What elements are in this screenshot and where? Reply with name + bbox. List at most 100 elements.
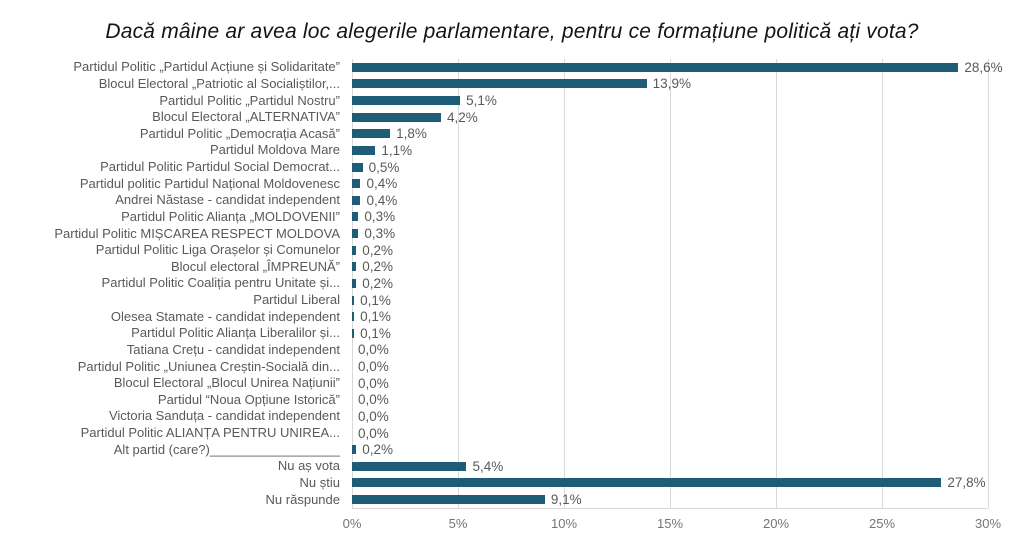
- bar: [352, 295, 355, 305]
- value-label: 0,0%: [358, 408, 389, 424]
- category-label: Partidul Politic „Partidul Nostru”: [159, 92, 340, 108]
- chart-row: Olesea Stamate - candidat independent 0,1…: [0, 308, 1024, 325]
- category-label: Partidul Politic Liga Orașelor și Comune…: [95, 242, 340, 258]
- value-label: 13,9%: [652, 76, 691, 92]
- chart-row: Alt partid (care?)__________________ 0,2%: [0, 441, 1024, 458]
- x-axis-tick-label: 10%: [550, 515, 578, 531]
- category-label: Partidul Politic „Partidul Acțiune și So…: [73, 59, 340, 75]
- chart-row: Partidul Liberal 0,1%: [0, 292, 1024, 309]
- category-label: Blocul Electoral „Patriotic al Socialișt…: [98, 75, 340, 91]
- chart-row: Partidul “Noua Opțiune Istorică” 0,0%: [0, 392, 1024, 409]
- value-label: 0,2%: [362, 442, 394, 458]
- value-label: 1,1%: [381, 142, 413, 158]
- value-label: 0,4%: [366, 192, 398, 208]
- bar: [352, 312, 355, 322]
- bar: [352, 262, 357, 272]
- gridline: [458, 59, 459, 508]
- bar-track: 0,3%: [352, 225, 988, 242]
- bar: [352, 229, 359, 239]
- value-label: 0,0%: [358, 425, 389, 441]
- bar-track: 0,1%: [352, 308, 988, 325]
- gridline: [776, 59, 777, 508]
- chart-row: Andrei Năstase - candidat independent 0,4…: [0, 192, 1024, 209]
- value-label: 1,8%: [396, 126, 427, 142]
- value-label: 0,3%: [364, 226, 396, 242]
- bar-track: 0,2%: [352, 275, 988, 292]
- value-label: 0,1%: [360, 292, 391, 308]
- value-label: 0,0%: [358, 392, 389, 408]
- value-label: 27,8%: [947, 475, 986, 491]
- bar-track: 0,2%: [352, 259, 988, 276]
- bar-track: 0,0%: [352, 408, 988, 425]
- chart-row: Nu știu 27,8%: [0, 475, 1024, 492]
- value-label: 4,2%: [447, 109, 478, 125]
- gridline: [882, 59, 883, 508]
- chart-row: Partidul Politic „Partidul Acțiune și So…: [0, 59, 1024, 76]
- category-label: Blocul Electoral „ALTERNATIVA”: [152, 109, 340, 125]
- category-label: Andrei Năstase - candidat independent: [115, 192, 340, 208]
- bar-track: 13,9%: [352, 76, 988, 93]
- bar-track: 28,6%: [352, 59, 1003, 76]
- category-label: Partidul Politic ALIANȚA PENTRU UNIREA..…: [80, 425, 340, 441]
- bar: [352, 129, 391, 139]
- bar-track: 0,1%: [352, 325, 988, 342]
- category-label: Nu aș vota: [277, 458, 340, 474]
- bar: [352, 495, 545, 505]
- chart-body: Partidul Politic „Partidul Acțiune și So…: [0, 59, 1024, 539]
- category-label: Tatiana Crețu - candidat independent: [126, 341, 340, 357]
- value-label: 9,1%: [550, 492, 582, 508]
- bar-track: 0,1%: [352, 292, 988, 309]
- bar-track: 1,8%: [352, 126, 988, 143]
- value-label: 0,1%: [360, 309, 391, 325]
- x-axis-tick-label: 5%: [448, 515, 468, 531]
- bar: [352, 112, 442, 122]
- category-label: Partidul Liberal: [253, 292, 340, 308]
- chart-row: Partidul Politic „Democrația Acasă” 1,8%: [0, 126, 1024, 143]
- category-label: Partidul Politic Alianța „MOLDOVENII”: [121, 208, 340, 224]
- category-label: Nu știu: [299, 474, 340, 490]
- category-label: Partidul Moldova Mare: [209, 142, 340, 158]
- bar: [352, 195, 361, 205]
- bar: [352, 96, 461, 106]
- chart-row: Blocul Electoral „Blocul Unirea Națiunii…: [0, 375, 1024, 392]
- chart-row: Partidul Politic Alianța „MOLDOVENII” 0,3…: [0, 209, 1024, 226]
- chart-row: Blocul Electoral „ALTERNATIVA” 4,2%: [0, 109, 1024, 126]
- category-label: Blocul Electoral „Blocul Unirea Națiunii…: [113, 375, 340, 391]
- value-label: 0,2%: [362, 275, 394, 291]
- bar: [352, 328, 355, 338]
- category-label: Partidul Politic Coaliția pentru Unitate…: [101, 275, 340, 291]
- gridline: [988, 59, 989, 508]
- category-label: Partidul Politic „Uniunea Creștin-Social…: [77, 358, 340, 374]
- bar: [352, 478, 942, 488]
- chart-row: Nu aș vota 5,4%: [0, 458, 1024, 475]
- category-label: Partidul Politic Partidul Social Democra…: [100, 159, 340, 175]
- bar: [352, 278, 357, 288]
- chart-row: Nu răspunde 9,1%: [0, 491, 1024, 508]
- category-label: Blocul electoral „ÎMPREUNĂ”: [170, 258, 340, 274]
- bar-track: 5,4%: [352, 458, 988, 475]
- bar-track: 0,0%: [352, 425, 988, 442]
- chart-title: Dacă mâine ar avea loc alegerile parlame…: [105, 20, 919, 43]
- bar: [352, 212, 359, 222]
- bar-track: 0,0%: [352, 375, 988, 392]
- bar-track: 9,1%: [352, 491, 988, 508]
- value-label: 0,0%: [358, 375, 389, 391]
- bar: [352, 445, 357, 455]
- x-axis: 0% 5% 10% 15% 20% 25% 30%: [343, 507, 1001, 539]
- value-label: 5,4%: [472, 458, 504, 474]
- value-label: 0,2%: [362, 242, 394, 258]
- value-label: 0,2%: [362, 259, 394, 275]
- bar-track: 0,2%: [352, 242, 988, 259]
- category-label: Nu răspunde: [265, 491, 340, 507]
- bar-track: 0,0%: [352, 392, 988, 409]
- chart-row: Partidul Politic Liga Orașelor și Comune…: [0, 242, 1024, 259]
- bar-track: 0,3%: [352, 209, 988, 226]
- chart-row: Partidul Politic „Uniunea Creștin-Social…: [0, 358, 1024, 375]
- chart-row: Partidul Politic ALIANȚA PENTRU UNIREA..…: [0, 425, 1024, 442]
- category-label: Partidul Politic MIȘCAREA RESPECT MOLDOV…: [54, 225, 340, 241]
- x-axis-tick-label: 0%: [342, 515, 362, 531]
- chart-row: Partidul Politic Coaliția pentru Unitate…: [0, 275, 1024, 292]
- category-label: Victoria Sanduța - candidat independent: [108, 408, 340, 424]
- category-label: Partidul Politic „Democrația Acasă”: [139, 125, 340, 141]
